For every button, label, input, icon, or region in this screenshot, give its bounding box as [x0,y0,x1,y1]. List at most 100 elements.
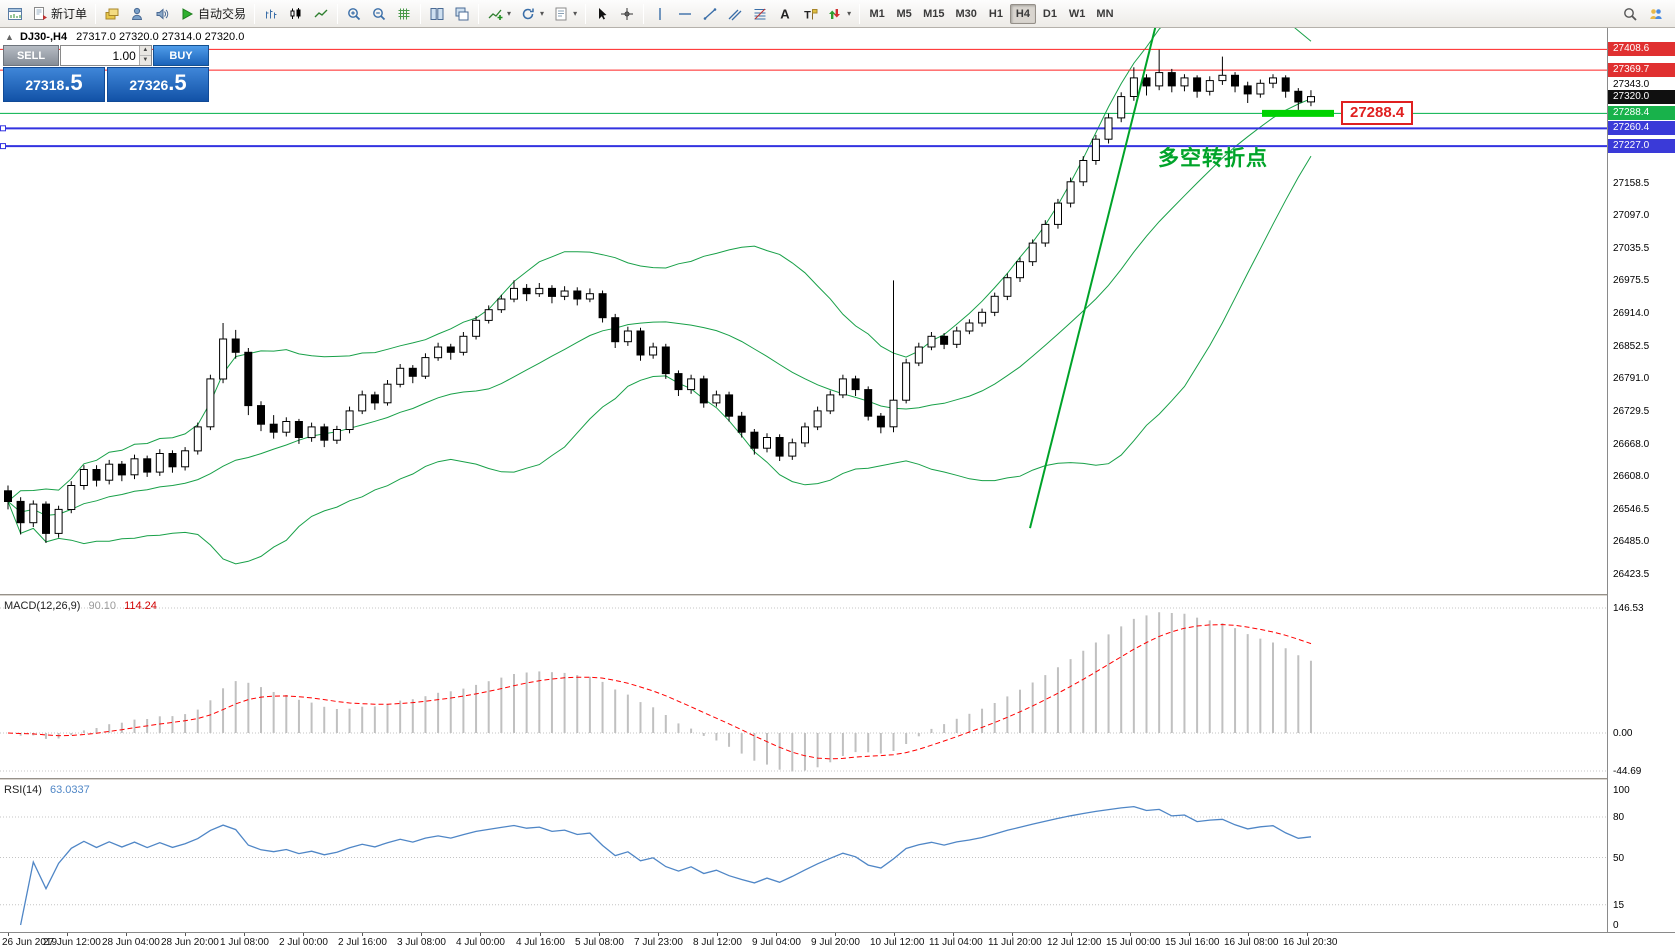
autoplay-icon [179,6,195,22]
chart-annotation-text[interactable]: 多空转折点 [1158,147,1268,170]
panel-splitter-macd[interactable] [0,594,1675,597]
price-tick-label: 26852.5 [1613,341,1650,352]
time-tick [717,933,718,936]
new-order-button[interactable]: 新订单 [28,2,91,26]
candlestick-chart-button[interactable] [284,2,308,26]
time-tick-label: 11 Jul 20:00 [988,937,1042,948]
cascade-icon [454,6,470,22]
bar-chart-button[interactable] [259,2,283,26]
price-tick-label: 26546.5 [1613,504,1650,515]
grid-button[interactable] [392,2,416,26]
rsi-scale-label: 100 [1613,785,1630,796]
zoom-in-button[interactable] [342,2,366,26]
time-tick-label: 10 Jul 12:00 [870,937,925,948]
price-main: 27326 [129,77,169,93]
macd-histogram [19,612,1312,772]
price-tick-label: 26485.0 [1613,536,1650,547]
strategy-tester-button[interactable] [150,2,174,26]
autotrading-button-label: 自动交易 [198,7,247,21]
time-tick-label: 7 Jul 23:00 [634,937,683,948]
autotrading-button[interactable]: 自动交易 [175,2,250,26]
line-selection-handle[interactable] [0,143,6,150]
price-callout-label[interactable]: 27288.4 [1341,101,1414,125]
volume-up-icon[interactable]: ▲ [139,46,151,56]
horizontal-line-button[interactable] [673,2,697,26]
price-axis[interactable]: 27343.0 27158.5 27097.0 27035.5 26975.5 26914… [1607,28,1675,932]
text-button[interactable]: A [773,2,797,26]
fibonacci-button[interactable] [748,2,772,26]
arrange-icon [429,6,445,22]
time-tick [835,933,836,936]
price-tick-label: 27158.5 [1613,178,1650,189]
line-selection-handle[interactable] [0,125,6,132]
time-tick [185,933,186,936]
cursor-button[interactable] [590,2,614,26]
crosshair-button[interactable] [615,2,639,26]
sell-button[interactable]: SELL [3,45,59,66]
price-badge: 27288.4 [1608,106,1675,120]
cursor-icon [594,6,610,22]
collapse-arrow-icon[interactable]: ▲ [5,32,14,42]
price-tick-label: 26608.0 [1613,471,1650,482]
time-tick [1130,933,1131,936]
timeframe-d1-button[interactable]: D1 [1042,7,1057,20]
price-pips: .5 [64,70,83,95]
rsi-title: RSI(14) [4,784,42,796]
timeframe-mn-button[interactable]: MN [1096,7,1114,20]
svg-text:A: A [780,6,790,21]
tile-windows-button[interactable] [425,2,449,26]
indicators-button[interactable]: ▾ [483,2,515,26]
time-tick-label: 2 Jul 16:00 [338,937,387,948]
cascade-windows-button[interactable] [450,2,474,26]
chart-window-button[interactable] [3,2,27,26]
vertical-line-button[interactable] [648,2,672,26]
grid-icon [396,6,412,22]
macd-title: MACD(12,26,9) [4,600,81,612]
chart-canvas[interactable] [0,28,1607,932]
line-chart-button[interactable] [309,2,333,26]
trendline-object[interactable] [1029,28,1162,529]
time-tick-label: 15 Jul 00:00 [1106,937,1161,948]
templates-button[interactable]: ▾ [549,2,581,26]
toolbar-separator [337,3,339,24]
candles [4,49,1315,543]
timeframe-h4-button[interactable]: H4 [1009,3,1036,24]
time-tick-label: 12 Jul 12:00 [1047,937,1102,948]
buy-price-panel[interactable]: 27326.5 [107,67,209,102]
volume-spinner[interactable]: ▲ ▼ [138,46,151,65]
macd-main-value: 90.10 [88,600,117,612]
data-window-button[interactable] [125,2,149,26]
arrows-button[interactable]: ▾ [823,2,855,26]
channel-button[interactable] [723,2,747,26]
zoom-out-button[interactable] [367,2,391,26]
community-button[interactable] [1644,2,1668,26]
price-tick-label: 26914.0 [1613,308,1650,319]
time-tick-label: 15 Jul 16:00 [1165,937,1220,948]
panel-splitter-rsi[interactable] [0,778,1675,781]
price-tick-label: 26668.0 [1613,439,1650,450]
sell-price-panel[interactable]: 27318.5 [3,67,105,102]
label-button[interactable]: T [798,2,822,26]
timeframe-h1-button[interactable]: H1 [988,7,1003,20]
buy-button[interactable]: BUY [153,45,209,66]
time-axis[interactable]: 26 Jun 2019 27 Jun 12:00 28 Jun 04:00 28 Ju… [0,932,1675,950]
time-tick-label: 1 Jul 08:00 [220,937,269,948]
timeframe-w1-button[interactable]: W1 [1068,7,1086,20]
price-pips: .5 [168,70,187,95]
time-tick [8,933,9,936]
search-button[interactable] [1618,2,1642,26]
timeframe-m1-button[interactable]: M1 [869,7,885,20]
market-watch-button[interactable] [100,2,124,26]
trendline-button[interactable] [698,2,722,26]
timeframe-m15-button[interactable]: M15 [923,7,945,20]
toolbar-separator [585,3,587,24]
zoomin-icon [346,6,362,22]
timeframe-m30-button[interactable]: M30 [955,7,977,20]
volume-input[interactable] [61,46,139,65]
volume-down-icon[interactable]: ▼ [139,56,151,65]
timeframe-m5-button[interactable]: M5 [896,7,912,20]
periods-button[interactable]: ▾ [516,2,548,26]
price-badge: 27260.4 [1608,121,1675,135]
rsi-scale-label: 80 [1613,812,1625,823]
time-tick [1307,933,1308,936]
